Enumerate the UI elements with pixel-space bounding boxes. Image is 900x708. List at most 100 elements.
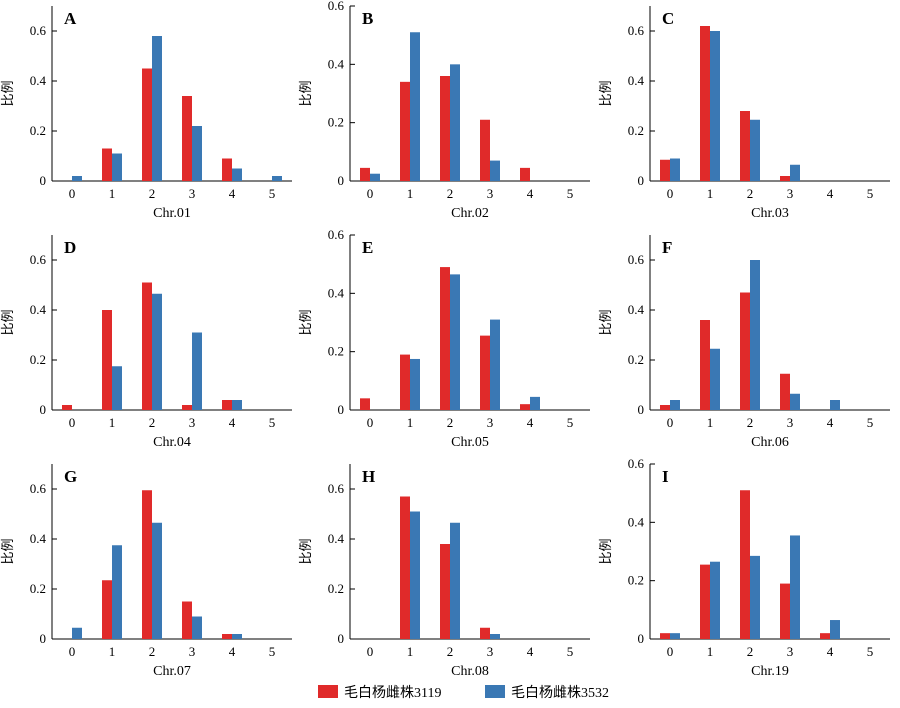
x-tick-label: 2 bbox=[149, 186, 156, 201]
x-tick-label: 2 bbox=[149, 644, 156, 659]
y-tick-label: 0.2 bbox=[628, 573, 644, 588]
bar bbox=[410, 358, 420, 410]
bar bbox=[182, 601, 192, 639]
bar bbox=[152, 293, 162, 410]
x-tick-label: 2 bbox=[747, 415, 754, 430]
bar bbox=[192, 332, 202, 410]
y-tick-label: 0 bbox=[338, 173, 345, 188]
x-tick-label: 3 bbox=[787, 186, 794, 201]
bar bbox=[700, 564, 710, 639]
x-tick-label: 3 bbox=[487, 644, 494, 659]
panel-letter: C bbox=[662, 9, 674, 28]
panel-letter: F bbox=[662, 238, 672, 257]
subplot-g: 0 0.2 0.4 0.6 0 1 2 3 4 5 Chr.07 比例 G bbox=[1, 464, 292, 679]
x-tick-label: 3 bbox=[787, 644, 794, 659]
bar bbox=[450, 274, 460, 410]
y-tick-label: 0.2 bbox=[628, 352, 644, 367]
subplot-c: 0 0.2 0.4 0.6 0 1 2 3 4 5 Chr.03 比例 C bbox=[599, 6, 890, 221]
bar bbox=[182, 405, 192, 410]
x-tick-label: 4 bbox=[229, 186, 236, 201]
x-tick-label: 4 bbox=[527, 644, 534, 659]
x-tick-label: 5 bbox=[567, 415, 574, 430]
bar bbox=[232, 400, 242, 410]
bar bbox=[700, 320, 710, 410]
y-axis-label: 比例 bbox=[1, 538, 16, 564]
bar bbox=[490, 634, 500, 639]
x-tick-label: 5 bbox=[269, 186, 276, 201]
bar bbox=[102, 148, 112, 181]
x-tick-label: 1 bbox=[707, 415, 714, 430]
y-tick-label: 0 bbox=[638, 173, 645, 188]
y-tick-label: 0.6 bbox=[328, 227, 345, 242]
bar bbox=[670, 400, 680, 410]
bar bbox=[192, 616, 202, 639]
bar bbox=[450, 64, 460, 181]
subplot-e: 0 0.2 0.4 0.6 0 1 2 3 4 5 Chr.05 比例 E bbox=[299, 227, 590, 450]
bar bbox=[142, 68, 152, 181]
bar bbox=[440, 544, 450, 639]
x-axis-label: Chr.02 bbox=[451, 206, 489, 221]
x-tick-label: 4 bbox=[827, 644, 834, 659]
bar bbox=[192, 126, 202, 181]
y-tick-label: 0.4 bbox=[628, 302, 645, 317]
y-tick-label: 0 bbox=[638, 402, 645, 417]
y-tick-label: 0.6 bbox=[30, 481, 47, 496]
bar bbox=[232, 634, 242, 639]
bar bbox=[440, 76, 450, 181]
y-tick-label: 0.2 bbox=[628, 123, 644, 138]
x-tick-label: 3 bbox=[189, 644, 196, 659]
bar bbox=[360, 398, 370, 410]
bar bbox=[710, 348, 720, 410]
y-tick-label: 0.2 bbox=[328, 115, 344, 130]
legend-swatch-1 bbox=[318, 685, 338, 698]
bar bbox=[400, 496, 410, 639]
x-axis-label: Chr.05 bbox=[451, 435, 489, 450]
y-tick-label: 0.6 bbox=[628, 23, 645, 38]
y-tick-label: 0.2 bbox=[328, 581, 344, 596]
x-tick-label: 2 bbox=[447, 415, 454, 430]
bar bbox=[152, 522, 162, 639]
bar bbox=[102, 580, 112, 639]
x-tick-label: 1 bbox=[109, 186, 116, 201]
x-tick-label: 0 bbox=[667, 644, 674, 659]
y-tick-label: 0 bbox=[338, 402, 345, 417]
y-tick-label: 0.4 bbox=[328, 531, 345, 546]
x-tick-label: 1 bbox=[407, 186, 414, 201]
subplot-i: 0 0.2 0.4 0.6 0 1 2 3 4 5 Chr.19 比例 I bbox=[599, 456, 890, 679]
x-tick-label: 0 bbox=[69, 415, 76, 430]
bar bbox=[400, 81, 410, 181]
bar bbox=[660, 405, 670, 410]
bar bbox=[62, 405, 72, 410]
x-tick-label: 4 bbox=[827, 415, 834, 430]
bar bbox=[660, 633, 670, 639]
y-tick-label: 0.4 bbox=[30, 73, 47, 88]
y-tick-label: 0 bbox=[338, 631, 345, 646]
x-tick-label: 2 bbox=[447, 644, 454, 659]
y-tick-label: 0.6 bbox=[328, 481, 345, 496]
x-axis-label: Chr.07 bbox=[153, 664, 191, 679]
bar bbox=[710, 561, 720, 639]
y-tick-label: 0.2 bbox=[30, 352, 46, 367]
y-tick-label: 0.6 bbox=[30, 23, 47, 38]
bar bbox=[410, 511, 420, 639]
legend-swatch-2 bbox=[485, 685, 505, 698]
bar bbox=[490, 160, 500, 181]
bar bbox=[400, 354, 410, 410]
x-tick-label: 2 bbox=[149, 415, 156, 430]
bar bbox=[750, 555, 760, 639]
bar bbox=[520, 167, 530, 181]
x-tick-label: 4 bbox=[229, 415, 236, 430]
bar bbox=[142, 282, 152, 410]
x-tick-label: 5 bbox=[567, 644, 574, 659]
subplot-b: 0 0.2 0.4 0.6 0 1 2 3 4 5 Chr.02 比例 B bbox=[299, 0, 590, 221]
panel-letter: B bbox=[362, 9, 373, 28]
x-tick-label: 0 bbox=[69, 186, 76, 201]
y-tick-label: 0 bbox=[40, 631, 47, 646]
x-tick-label: 5 bbox=[269, 644, 276, 659]
x-tick-label: 2 bbox=[747, 186, 754, 201]
bar bbox=[780, 373, 790, 410]
x-tick-label: 4 bbox=[527, 415, 534, 430]
x-tick-label: 1 bbox=[707, 644, 714, 659]
bar bbox=[480, 119, 490, 181]
